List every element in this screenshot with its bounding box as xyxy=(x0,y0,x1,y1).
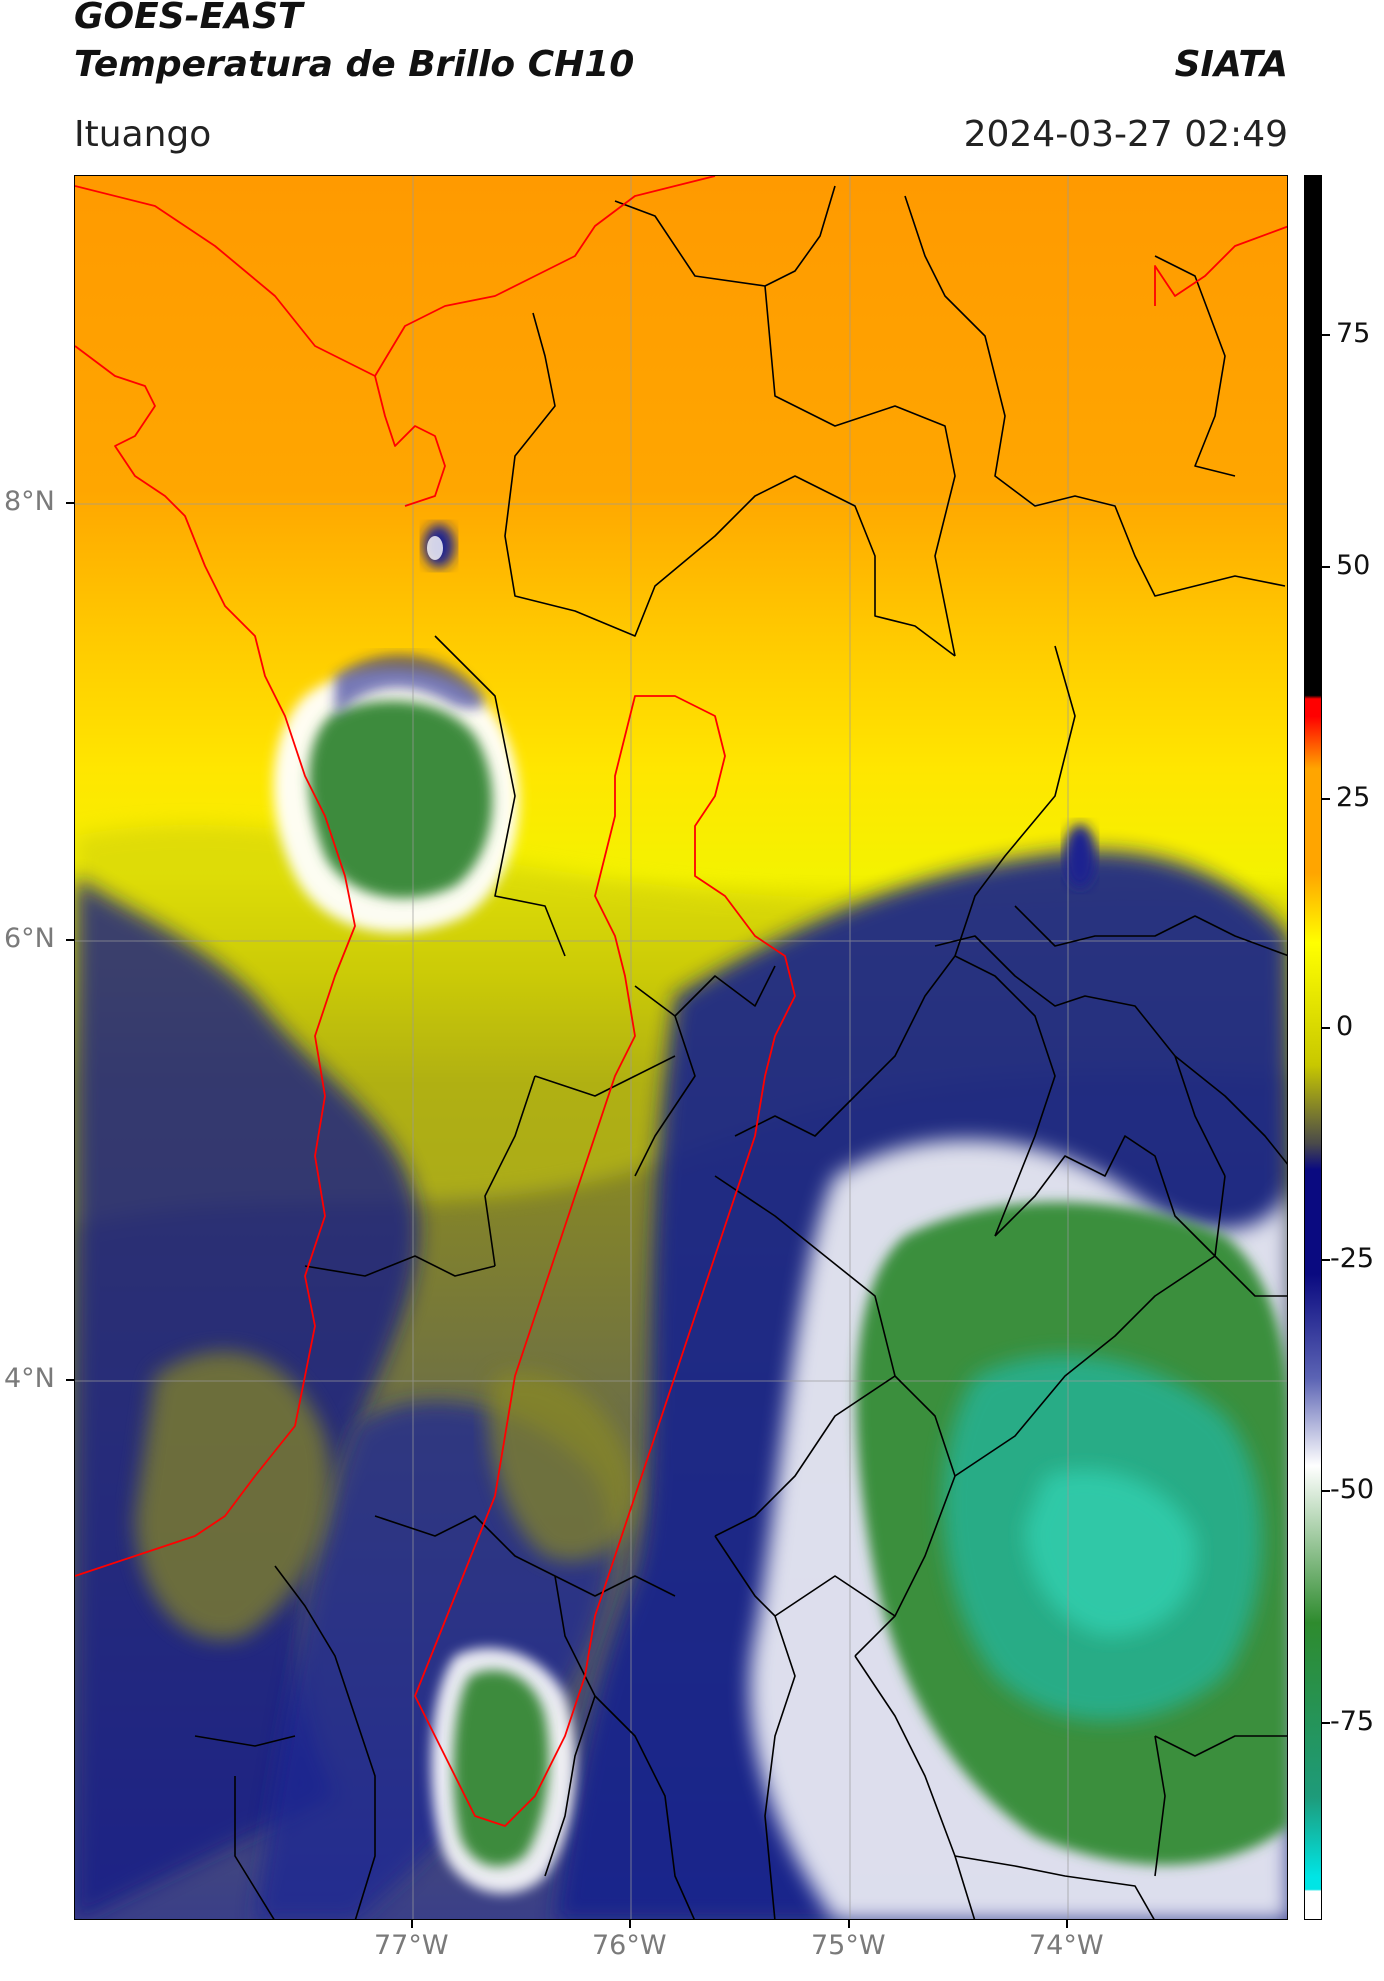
location-label: Ituango xyxy=(74,114,212,155)
lat-label-8n: 8°N xyxy=(4,486,55,517)
product-title: Temperatura de Brillo CH10 xyxy=(74,44,635,85)
satellite-map[interactable] xyxy=(74,175,1288,1920)
lon-tick-75w xyxy=(848,1920,850,1928)
colorbar-tick-50 xyxy=(1322,566,1330,568)
colorbar-tick-minus50 xyxy=(1322,1490,1330,1492)
lat-tick-6n xyxy=(66,939,74,941)
map-canvas xyxy=(75,176,1287,1919)
lon-label-77w: 77°W xyxy=(374,1930,449,1961)
lon-label-75w: 75°W xyxy=(811,1930,886,1961)
lat-tick-4n xyxy=(66,1379,74,1381)
timestamp-label: 2024-03-27 02:49 xyxy=(963,114,1288,155)
colorbar-label-75: 75 xyxy=(1336,318,1371,349)
colorbar xyxy=(1304,175,1322,1920)
lon-tick-76w xyxy=(629,1920,631,1928)
colorbar-tick-minus75 xyxy=(1322,1722,1330,1724)
lat-label-6n: 6°N xyxy=(4,923,55,954)
lat-tick-8n xyxy=(66,502,74,504)
colorbar-label-minus75: -75 xyxy=(1330,1706,1375,1737)
colorbar-tick-0 xyxy=(1322,1027,1330,1029)
organization-label: SIATA xyxy=(1174,44,1288,85)
colorbar-label-minus25: -25 xyxy=(1330,1243,1375,1274)
colorbar-label-25: 25 xyxy=(1336,782,1371,813)
colorbar-tick-minus25 xyxy=(1322,1259,1330,1261)
colorbar-label-minus50: -50 xyxy=(1330,1474,1375,1505)
colorbar-tick-25 xyxy=(1322,798,1330,800)
lon-tick-74w xyxy=(1066,1920,1068,1928)
lon-tick-77w xyxy=(411,1920,413,1928)
colorbar-label-0: 0 xyxy=(1336,1011,1354,1042)
lon-label-74w: 74°W xyxy=(1029,1930,1104,1961)
lon-label-76w: 76°W xyxy=(592,1930,667,1961)
satellite-title: GOES-EAST xyxy=(74,0,303,37)
colorbar-tick-75 xyxy=(1322,334,1330,336)
lat-label-4n: 4°N xyxy=(4,1363,55,1394)
colorbar-label-50: 50 xyxy=(1336,550,1371,581)
